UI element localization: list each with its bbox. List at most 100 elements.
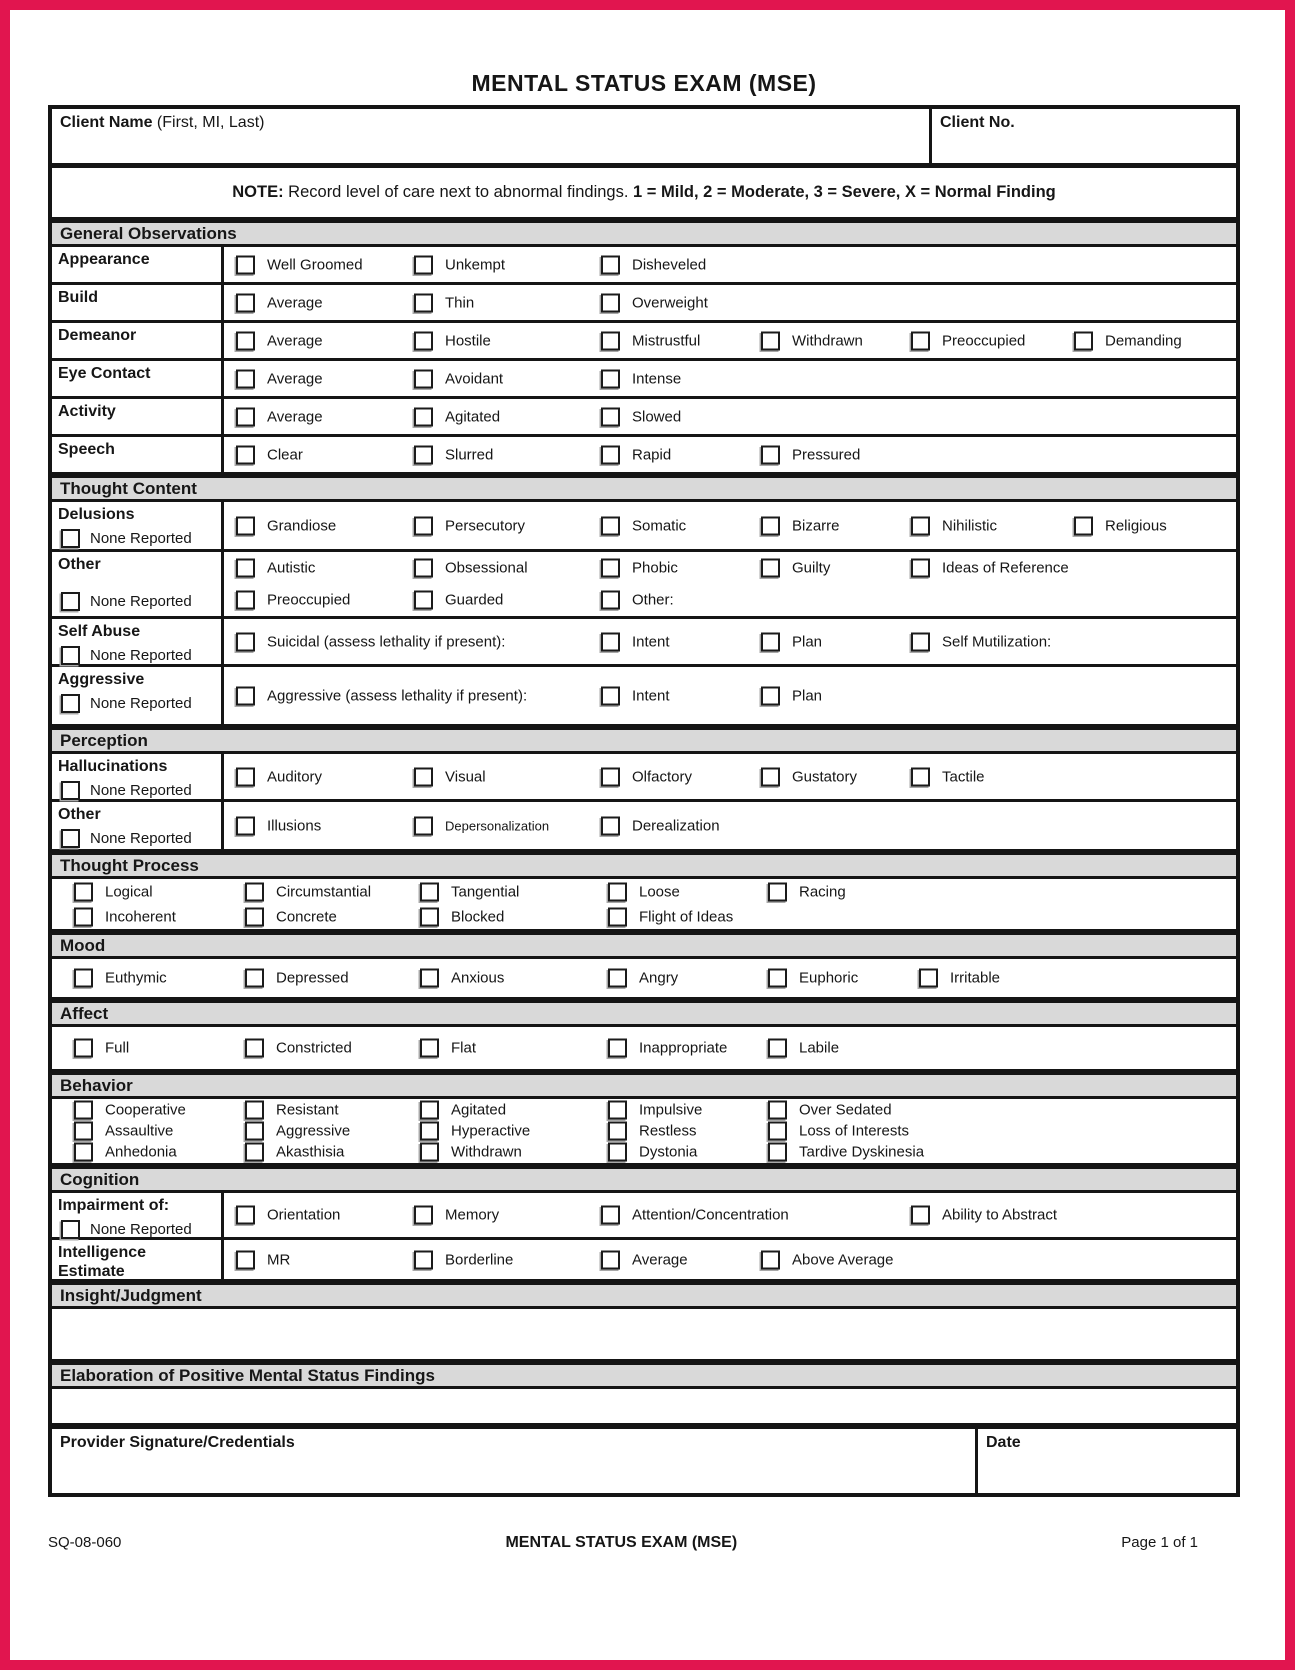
checkbox-illusions[interactable] [236, 816, 255, 835]
checkbox-self-mutilization[interactable] [911, 632, 930, 651]
checkbox-intent[interactable] [601, 686, 620, 705]
checkbox-depersonalization[interactable] [414, 816, 433, 835]
checkbox-nihilistic[interactable] [911, 516, 930, 535]
checkbox-above-average[interactable] [761, 1250, 780, 1269]
checkbox-assaultive[interactable] [74, 1121, 93, 1141]
checkbox-blocked[interactable] [420, 907, 439, 926]
checkbox-ability-to-abstract[interactable] [911, 1205, 930, 1225]
checkbox-plan[interactable] [761, 686, 780, 705]
checkbox-obsessional[interactable] [414, 558, 433, 578]
checkbox-avoidant[interactable] [414, 369, 433, 388]
checkbox-resistant[interactable] [245, 1100, 264, 1120]
provider-signature-field[interactable]: Provider Signature/Credentials [52, 1429, 978, 1493]
checkbox-olfactory[interactable] [601, 767, 620, 786]
checkbox-full[interactable] [74, 1038, 93, 1058]
checkbox-ideas-of-reference[interactable] [911, 558, 930, 578]
checkbox-irritable[interactable] [919, 968, 938, 988]
checkbox-euthymic[interactable] [74, 968, 93, 988]
checkbox-tactile[interactable] [911, 767, 930, 786]
checkbox-constricted[interactable] [245, 1038, 264, 1058]
checkbox-average[interactable] [236, 293, 255, 312]
checkbox-derealization[interactable] [601, 816, 620, 835]
checkbox-average[interactable] [236, 407, 255, 426]
checkbox-concrete[interactable] [245, 907, 264, 926]
checkbox-incoherent[interactable] [74, 907, 93, 926]
checkbox-average[interactable] [236, 369, 255, 388]
checkbox-demanding[interactable] [1074, 331, 1093, 350]
checkbox-none-reported[interactable] [61, 694, 80, 713]
checkbox-slurred[interactable] [414, 445, 433, 464]
checkbox-visual[interactable] [414, 767, 433, 786]
checkbox-preoccupied[interactable] [236, 590, 255, 610]
checkbox-none-reported[interactable] [61, 1220, 80, 1239]
checkbox-bizarre[interactable] [761, 516, 780, 535]
checkbox-rapid[interactable] [601, 445, 620, 464]
elaboration-of-positive-mental-status-findings-entry-area[interactable] [52, 1389, 1236, 1426]
checkbox-attention-concentration[interactable] [601, 1205, 620, 1225]
checkbox-overweight[interactable] [601, 293, 620, 312]
checkbox-cooperative[interactable] [74, 1100, 93, 1120]
checkbox-aggressive-assess-lethality-if-present[interactable] [236, 686, 255, 705]
checkbox-none-reported[interactable] [61, 781, 80, 800]
checkbox-logical[interactable] [74, 882, 93, 901]
checkbox-angry[interactable] [608, 968, 627, 988]
checkbox-religious[interactable] [1074, 516, 1093, 535]
checkbox-average[interactable] [601, 1250, 620, 1269]
checkbox-orientation[interactable] [236, 1205, 255, 1225]
checkbox-aggressive[interactable] [245, 1121, 264, 1141]
checkbox-grandiose[interactable] [236, 516, 255, 535]
checkbox-plan[interactable] [761, 632, 780, 651]
checkbox-thin[interactable] [414, 293, 433, 312]
checkbox-over-sedated[interactable] [768, 1100, 787, 1120]
checkbox-intent[interactable] [601, 632, 620, 651]
checkbox-suicidal-assess-lethality-if-present[interactable] [236, 632, 255, 651]
checkbox-borderline[interactable] [414, 1250, 433, 1269]
checkbox-mr[interactable] [236, 1250, 255, 1269]
checkbox-hyperactive[interactable] [420, 1121, 439, 1141]
checkbox-racing[interactable] [768, 882, 787, 901]
checkbox-phobic[interactable] [601, 558, 620, 578]
checkbox-labile[interactable] [768, 1038, 787, 1058]
checkbox-gustatory[interactable] [761, 767, 780, 786]
checkbox-none-reported[interactable] [61, 529, 80, 548]
checkbox-guilty[interactable] [761, 558, 780, 578]
checkbox-persecutory[interactable] [414, 516, 433, 535]
checkbox-none-reported[interactable] [61, 646, 80, 665]
date-field[interactable]: Date [978, 1429, 1236, 1493]
checkbox-slowed[interactable] [601, 407, 620, 426]
checkbox-dystonia[interactable] [608, 1142, 627, 1162]
checkbox-restless[interactable] [608, 1121, 627, 1141]
checkbox-tangential[interactable] [420, 882, 439, 901]
checkbox-well-groomed[interactable] [236, 255, 255, 274]
checkbox-average[interactable] [236, 331, 255, 350]
checkbox-flight-of-ideas[interactable] [608, 907, 627, 926]
checkbox-mistrustful[interactable] [601, 331, 620, 350]
checkbox-clear[interactable] [236, 445, 255, 464]
checkbox-withdrawn[interactable] [420, 1142, 439, 1162]
checkbox-euphoric[interactable] [768, 968, 787, 988]
checkbox-autistic[interactable] [236, 558, 255, 578]
client-no-field[interactable]: Client No. [932, 109, 1236, 163]
checkbox-withdrawn[interactable] [761, 331, 780, 350]
checkbox-loss-of-interests[interactable] [768, 1121, 787, 1141]
checkbox-circumstantial[interactable] [245, 882, 264, 901]
checkbox-anxious[interactable] [420, 968, 439, 988]
checkbox-loose[interactable] [608, 882, 627, 901]
checkbox-none-reported[interactable] [61, 592, 80, 611]
checkbox-none-reported[interactable] [61, 829, 80, 848]
checkbox-auditory[interactable] [236, 767, 255, 786]
checkbox-pressured[interactable] [761, 445, 780, 464]
checkbox-guarded[interactable] [414, 590, 433, 610]
checkbox-unkempt[interactable] [414, 255, 433, 274]
checkbox-anhedonia[interactable] [74, 1142, 93, 1162]
checkbox-inappropriate[interactable] [608, 1038, 627, 1058]
checkbox-preoccupied[interactable] [911, 331, 930, 350]
checkbox-memory[interactable] [414, 1205, 433, 1225]
checkbox-intense[interactable] [601, 369, 620, 388]
checkbox-agitated[interactable] [420, 1100, 439, 1120]
checkbox-hostile[interactable] [414, 331, 433, 350]
checkbox-impulsive[interactable] [608, 1100, 627, 1120]
checkbox-disheveled[interactable] [601, 255, 620, 274]
checkbox-depressed[interactable] [245, 968, 264, 988]
checkbox-agitated[interactable] [414, 407, 433, 426]
